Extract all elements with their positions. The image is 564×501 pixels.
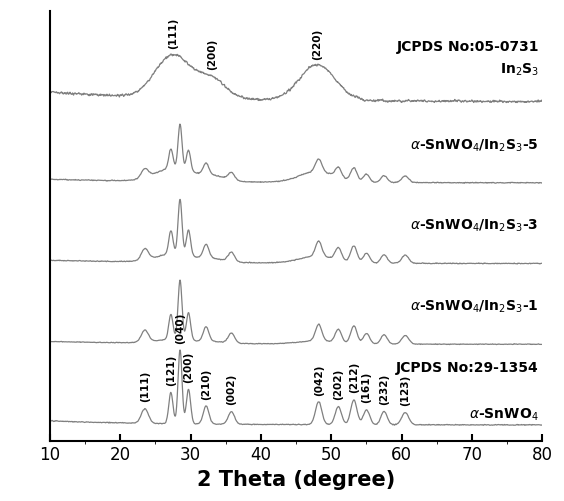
Text: $\alpha$-SnWO$_4$/In$_2$S$_3$-1: $\alpha$-SnWO$_4$/In$_2$S$_3$-1	[410, 299, 539, 315]
Text: (040): (040)	[175, 312, 185, 344]
Text: JCPDS No:05-0731: JCPDS No:05-0731	[396, 40, 539, 54]
Text: $\alpha$-SnWO$_4$: $\alpha$-SnWO$_4$	[469, 406, 539, 423]
Text: (202): (202)	[333, 369, 343, 400]
Text: (232): (232)	[379, 374, 389, 405]
Text: (121): (121)	[166, 355, 176, 386]
Text: (161): (161)	[362, 372, 372, 403]
Text: (210): (210)	[201, 368, 211, 400]
Text: (200): (200)	[206, 39, 217, 70]
Text: (042): (042)	[314, 364, 324, 395]
Text: $\alpha$-SnWO$_4$/In$_2$S$_3$-5: $\alpha$-SnWO$_4$/In$_2$S$_3$-5	[410, 137, 539, 154]
Text: (200): (200)	[183, 352, 193, 383]
Text: (111): (111)	[140, 371, 150, 402]
Text: $\alpha$-SnWO$_4$/In$_2$S$_3$-3: $\alpha$-SnWO$_4$/In$_2$S$_3$-3	[411, 218, 539, 234]
Text: (002): (002)	[226, 374, 236, 405]
X-axis label: 2 Theta (degree): 2 Theta (degree)	[197, 470, 395, 490]
Text: (220): (220)	[312, 28, 322, 60]
Text: (123): (123)	[400, 375, 410, 406]
Text: JCPDS No:29-1354: JCPDS No:29-1354	[396, 361, 539, 375]
Text: (212): (212)	[349, 362, 359, 393]
Text: In$_2$S$_3$: In$_2$S$_3$	[500, 62, 539, 79]
Text: (111): (111)	[168, 18, 178, 49]
